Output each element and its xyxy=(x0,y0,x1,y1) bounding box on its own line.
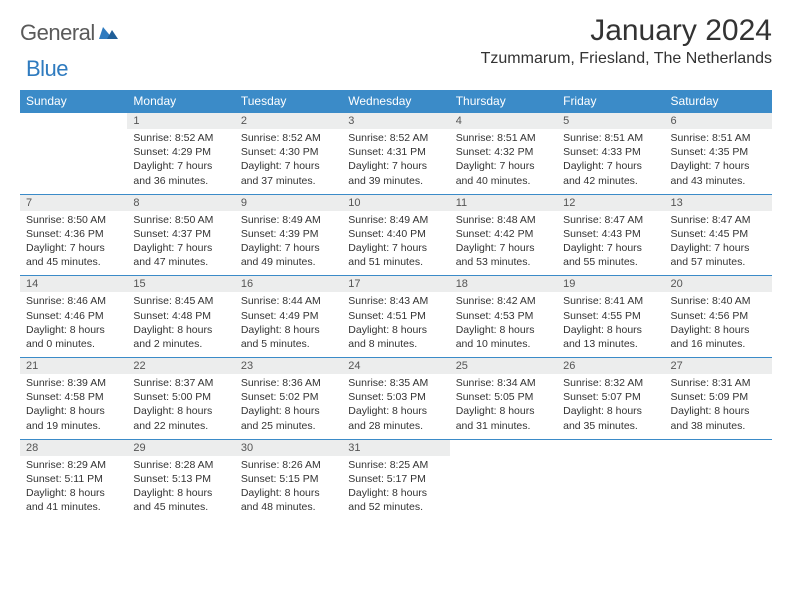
day-info-cell: Sunrise: 8:42 AM Sunset: 4:53 PM Dayligh… xyxy=(450,292,557,357)
day-number-cell: 24 xyxy=(342,358,449,375)
day-info-cell: Sunrise: 8:26 AM Sunset: 5:15 PM Dayligh… xyxy=(235,456,342,521)
logo-mark-icon xyxy=(99,22,119,45)
day-number-cell: 18 xyxy=(450,276,557,293)
day-header: Saturday xyxy=(665,90,772,113)
day-number-cell: 12 xyxy=(557,194,664,211)
day-info-row: Sunrise: 8:46 AM Sunset: 4:46 PM Dayligh… xyxy=(20,292,772,357)
day-header: Tuesday xyxy=(235,90,342,113)
day-number-cell: 26 xyxy=(557,358,664,375)
day-header: Thursday xyxy=(450,90,557,113)
day-info-cell: Sunrise: 8:50 AM Sunset: 4:36 PM Dayligh… xyxy=(20,211,127,276)
day-number-cell: 7 xyxy=(20,194,127,211)
day-number-cell: 3 xyxy=(342,113,449,130)
day-number-cell: 22 xyxy=(127,358,234,375)
day-info-cell xyxy=(20,129,127,194)
day-info-cell: Sunrise: 8:28 AM Sunset: 5:13 PM Dayligh… xyxy=(127,456,234,521)
day-number-cell: 29 xyxy=(127,439,234,456)
day-header: Wednesday xyxy=(342,90,449,113)
day-number-cell: 23 xyxy=(235,358,342,375)
day-number-cell: 14 xyxy=(20,276,127,293)
day-info-cell: Sunrise: 8:51 AM Sunset: 4:32 PM Dayligh… xyxy=(450,129,557,194)
day-info-cell: Sunrise: 8:31 AM Sunset: 5:09 PM Dayligh… xyxy=(665,374,772,439)
day-info-cell: Sunrise: 8:37 AM Sunset: 5:00 PM Dayligh… xyxy=(127,374,234,439)
day-number-cell: 30 xyxy=(235,439,342,456)
day-info-cell: Sunrise: 8:32 AM Sunset: 5:07 PM Dayligh… xyxy=(557,374,664,439)
day-number-cell: 13 xyxy=(665,194,772,211)
day-info-cell xyxy=(665,456,772,521)
day-info-cell xyxy=(450,456,557,521)
day-info-cell: Sunrise: 8:47 AM Sunset: 4:45 PM Dayligh… xyxy=(665,211,772,276)
day-number-cell: 6 xyxy=(665,113,772,130)
day-info-row: Sunrise: 8:29 AM Sunset: 5:11 PM Dayligh… xyxy=(20,456,772,521)
day-number-row: 14151617181920 xyxy=(20,276,772,293)
day-header: Sunday xyxy=(20,90,127,113)
day-info-cell: Sunrise: 8:50 AM Sunset: 4:37 PM Dayligh… xyxy=(127,211,234,276)
day-number-cell: 4 xyxy=(450,113,557,130)
day-info-cell: Sunrise: 8:39 AM Sunset: 4:58 PM Dayligh… xyxy=(20,374,127,439)
day-info-cell: Sunrise: 8:46 AM Sunset: 4:46 PM Dayligh… xyxy=(20,292,127,357)
day-number-cell: 9 xyxy=(235,194,342,211)
day-number-cell: 25 xyxy=(450,358,557,375)
day-number-cell xyxy=(557,439,664,456)
logo: General xyxy=(20,20,121,46)
location-text: Tzummarum, Friesland, The Netherlands xyxy=(481,50,772,68)
day-info-cell: Sunrise: 8:52 AM Sunset: 4:30 PM Dayligh… xyxy=(235,129,342,194)
day-info-cell xyxy=(557,456,664,521)
day-number-cell: 1 xyxy=(127,113,234,130)
day-info-cell: Sunrise: 8:29 AM Sunset: 5:11 PM Dayligh… xyxy=(20,456,127,521)
day-info-cell: Sunrise: 8:35 AM Sunset: 5:03 PM Dayligh… xyxy=(342,374,449,439)
day-info-cell: Sunrise: 8:45 AM Sunset: 4:48 PM Dayligh… xyxy=(127,292,234,357)
day-number-cell: 2 xyxy=(235,113,342,130)
day-header: Friday xyxy=(557,90,664,113)
day-number-cell: 31 xyxy=(342,439,449,456)
day-info-cell: Sunrise: 8:52 AM Sunset: 4:29 PM Dayligh… xyxy=(127,129,234,194)
day-number-cell: 17 xyxy=(342,276,449,293)
day-info-row: Sunrise: 8:39 AM Sunset: 4:58 PM Dayligh… xyxy=(20,374,772,439)
day-info-cell: Sunrise: 8:51 AM Sunset: 4:35 PM Dayligh… xyxy=(665,129,772,194)
day-info-cell: Sunrise: 8:47 AM Sunset: 4:43 PM Dayligh… xyxy=(557,211,664,276)
day-info-cell: Sunrise: 8:34 AM Sunset: 5:05 PM Dayligh… xyxy=(450,374,557,439)
month-title: January 2024 xyxy=(481,14,772,48)
day-header: Monday xyxy=(127,90,234,113)
day-info-cell: Sunrise: 8:49 AM Sunset: 4:39 PM Dayligh… xyxy=(235,211,342,276)
day-info-cell: Sunrise: 8:41 AM Sunset: 4:55 PM Dayligh… xyxy=(557,292,664,357)
logo-text-blue: Blue xyxy=(26,56,68,82)
day-info-cell: Sunrise: 8:43 AM Sunset: 4:51 PM Dayligh… xyxy=(342,292,449,357)
day-number-row: 78910111213 xyxy=(20,194,772,211)
day-number-cell xyxy=(450,439,557,456)
day-info-row: Sunrise: 8:50 AM Sunset: 4:36 PM Dayligh… xyxy=(20,211,772,276)
day-info-cell: Sunrise: 8:36 AM Sunset: 5:02 PM Dayligh… xyxy=(235,374,342,439)
day-number-cell: 10 xyxy=(342,194,449,211)
title-block: January 2024 Tzummarum, Friesland, The N… xyxy=(481,14,772,68)
logo-text-general: General xyxy=(20,20,95,46)
day-number-cell: 28 xyxy=(20,439,127,456)
day-number-row: 21222324252627 xyxy=(20,358,772,375)
day-number-row: 123456 xyxy=(20,113,772,130)
day-number-cell: 27 xyxy=(665,358,772,375)
day-number-cell: 19 xyxy=(557,276,664,293)
day-number-cell xyxy=(665,439,772,456)
day-number-cell: 5 xyxy=(557,113,664,130)
day-number-cell: 20 xyxy=(665,276,772,293)
calendar-table: Sunday Monday Tuesday Wednesday Thursday… xyxy=(20,90,772,520)
day-info-cell: Sunrise: 8:40 AM Sunset: 4:56 PM Dayligh… xyxy=(665,292,772,357)
day-info-cell: Sunrise: 8:49 AM Sunset: 4:40 PM Dayligh… xyxy=(342,211,449,276)
day-header-row: Sunday Monday Tuesday Wednesday Thursday… xyxy=(20,90,772,113)
day-info-cell: Sunrise: 8:48 AM Sunset: 4:42 PM Dayligh… xyxy=(450,211,557,276)
day-number-cell: 21 xyxy=(20,358,127,375)
day-info-cell: Sunrise: 8:52 AM Sunset: 4:31 PM Dayligh… xyxy=(342,129,449,194)
day-number-cell: 16 xyxy=(235,276,342,293)
day-info-cell: Sunrise: 8:51 AM Sunset: 4:33 PM Dayligh… xyxy=(557,129,664,194)
day-number-cell xyxy=(20,113,127,130)
day-number-cell: 8 xyxy=(127,194,234,211)
day-info-cell: Sunrise: 8:44 AM Sunset: 4:49 PM Dayligh… xyxy=(235,292,342,357)
day-number-row: 28293031 xyxy=(20,439,772,456)
day-info-row: Sunrise: 8:52 AM Sunset: 4:29 PM Dayligh… xyxy=(20,129,772,194)
day-info-cell: Sunrise: 8:25 AM Sunset: 5:17 PM Dayligh… xyxy=(342,456,449,521)
day-number-cell: 15 xyxy=(127,276,234,293)
day-number-cell: 11 xyxy=(450,194,557,211)
